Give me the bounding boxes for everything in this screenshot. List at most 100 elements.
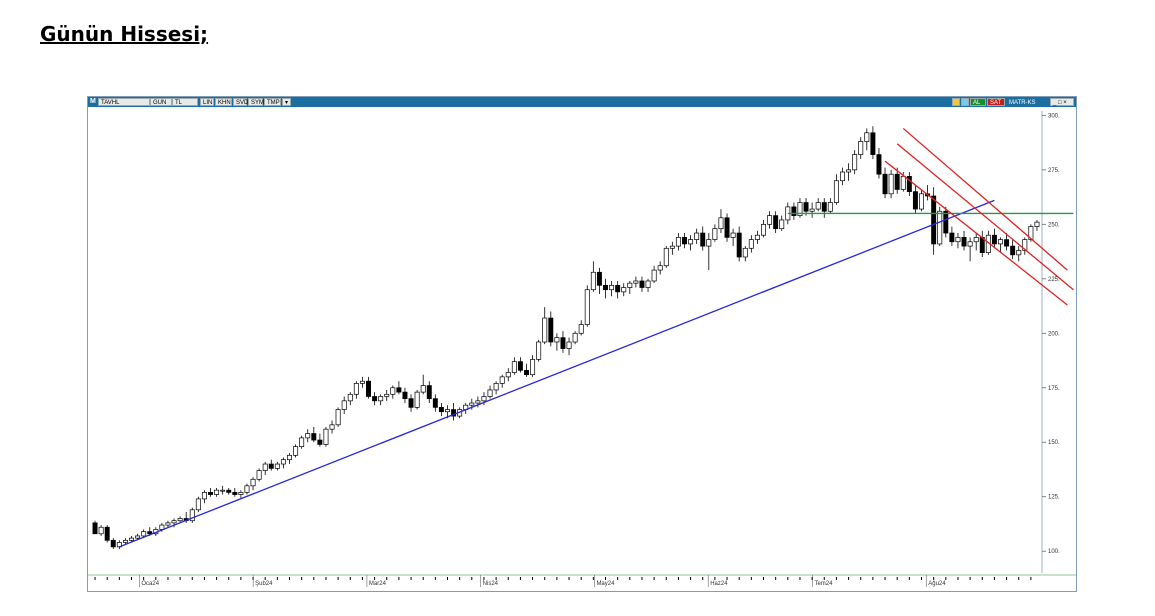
- candle-body: [524, 369, 529, 376]
- candle-body: [287, 454, 292, 461]
- candlestick-chart: 100. 125. 150. 175. 200. 225. 250. 275. 300. Oca2…: [88, 111, 1076, 587]
- trend-line: [884, 160, 1068, 306]
- candle-body: [244, 485, 250, 493]
- candle-body: [797, 202, 803, 216]
- y-tick-label: 100.: [1048, 549, 1060, 555]
- currency-select[interactable]: TL: [172, 98, 198, 106]
- candle-body: [846, 169, 852, 173]
- candle-body: [201, 492, 207, 500]
- indicator-name[interactable]: MATR-KS: [1006, 98, 1048, 106]
- candle-body: [92, 522, 98, 535]
- candle-body: [998, 239, 1003, 245]
- candle-body: [633, 280, 639, 284]
- candle-body: [372, 396, 378, 402]
- candle-body: [937, 210, 943, 245]
- candle-body: [220, 489, 226, 492]
- candle-body: [481, 396, 487, 402]
- candle-body: [226, 489, 232, 493]
- candle-body: [657, 265, 663, 271]
- candle-body: [809, 208, 815, 212]
- candle-body: [536, 341, 542, 360]
- candle-body: [1028, 226, 1034, 240]
- lin-button[interactable]: LIN: [200, 98, 214, 106]
- candle-body: [803, 202, 809, 212]
- candle-body: [651, 269, 657, 282]
- candle-body: [754, 234, 760, 240]
- candle-body: [688, 239, 694, 245]
- candle-body: [882, 173, 888, 195]
- candle-body: [566, 341, 572, 349]
- candle-body: [366, 380, 371, 397]
- candle-body: [499, 376, 505, 384]
- tmp-button[interactable]: TMP: [264, 98, 281, 106]
- sell-button[interactable]: SAT: [987, 98, 1005, 106]
- candle-body: [730, 232, 736, 238]
- period-select[interactable]: GUN: [150, 98, 172, 106]
- candle-body: [694, 232, 700, 240]
- candle-body: [852, 154, 858, 171]
- candle-body: [1004, 239, 1010, 247]
- candle-body: [505, 372, 511, 378]
- candle-body: [961, 237, 967, 247]
- window-controls[interactable]: _ □ ×: [1050, 98, 1074, 106]
- candle-body: [858, 141, 864, 155]
- candle-body: [542, 317, 548, 343]
- candle-body: [341, 400, 347, 410]
- candle-body: [256, 470, 262, 480]
- candle-body: [189, 509, 195, 522]
- candle-body: [317, 439, 323, 445]
- candle-body: [104, 526, 110, 541]
- candle-body: [973, 237, 979, 243]
- candle-body: [761, 223, 766, 236]
- candle-body: [773, 215, 779, 230]
- refresh-icon[interactable]: [961, 98, 969, 106]
- candle-body: [378, 396, 384, 402]
- candle-body: [827, 202, 833, 212]
- y-tick-label: 125.: [1048, 495, 1060, 501]
- candle-body: [438, 407, 444, 413]
- x-tick-label: Mar24: [369, 581, 387, 587]
- candle-body: [815, 202, 821, 210]
- candle-body: [408, 398, 414, 408]
- candle-body: [912, 191, 918, 210]
- symbol-field[interactable]: TAVHL: [98, 98, 150, 106]
- candle-body: [590, 271, 596, 291]
- khn-button[interactable]: KHN: [215, 98, 232, 106]
- dropdown-arrow-icon[interactable]: ▾: [282, 98, 291, 106]
- candle-body: [129, 537, 134, 541]
- candle-body: [493, 383, 499, 391]
- candle-body: [621, 287, 627, 293]
- candle-body: [609, 284, 615, 291]
- candle-body: [293, 446, 299, 456]
- candle-body: [584, 289, 590, 325]
- candle-body: [791, 206, 797, 216]
- candle-body: [833, 180, 839, 203]
- candle-body: [742, 247, 748, 258]
- candle-body: [353, 383, 359, 395]
- candle-body: [919, 193, 924, 210]
- x-tick-label: Tem24: [814, 581, 833, 587]
- page-heading: Günün Hissesi;: [40, 22, 209, 46]
- candle-body: [268, 463, 274, 469]
- candle-body: [931, 195, 937, 245]
- candle-body: [329, 424, 335, 430]
- candle-body: [347, 393, 353, 402]
- trend-line: [896, 143, 1074, 291]
- candle-body: [122, 539, 128, 543]
- y-tick-label: 200.: [1048, 331, 1060, 337]
- candle-body: [840, 171, 845, 182]
- buy-button[interactable]: AL: [970, 98, 986, 106]
- candle-body: [712, 228, 718, 240]
- candle-body: [724, 217, 730, 238]
- lock-icon[interactable]: [952, 98, 960, 106]
- candle-body: [110, 539, 116, 548]
- x-tick-label: Haz24: [710, 581, 728, 587]
- candle-body: [943, 210, 949, 234]
- candle-body: [736, 232, 742, 258]
- svd-button[interactable]: SVD: [233, 98, 248, 106]
- candle-body: [864, 132, 870, 142]
- sym-button[interactable]: SYM: [248, 98, 264, 106]
- candle-body: [335, 409, 341, 426]
- candle-body: [390, 387, 396, 395]
- y-tick-label: 275.: [1048, 168, 1060, 174]
